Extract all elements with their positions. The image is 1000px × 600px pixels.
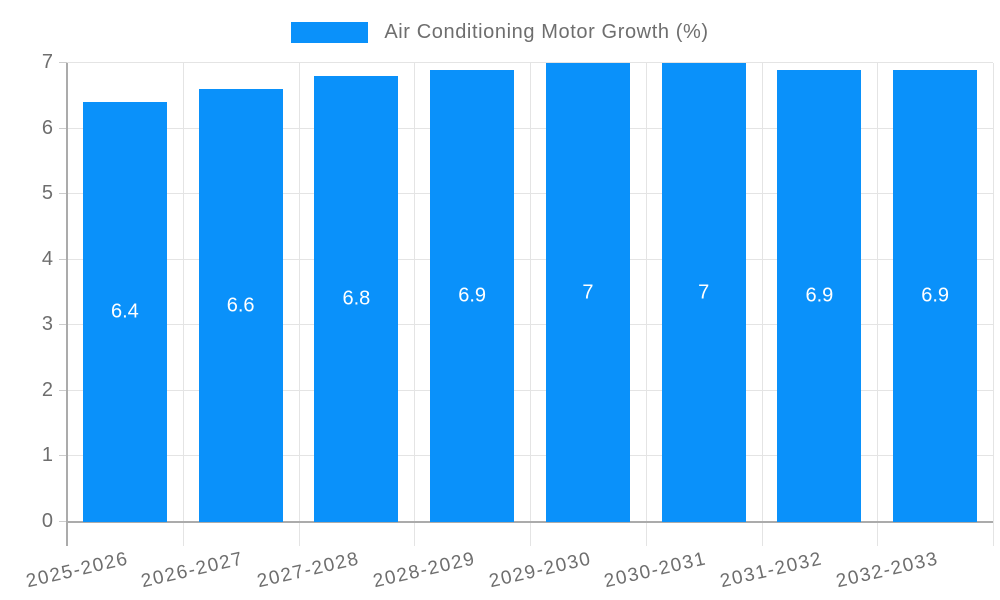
y-axis-line <box>66 63 68 546</box>
y-axis-tick <box>59 258 67 260</box>
bar-2026-2027[interactable] <box>198 89 283 522</box>
y-axis-label: 2 <box>41 378 53 401</box>
y-axis-label: 4 <box>41 247 53 270</box>
bar-2030-2031[interactable] <box>661 63 746 522</box>
bar-2027-2028[interactable] <box>314 76 399 522</box>
x-axis-label: 2031-2032 <box>718 548 825 593</box>
y-axis-label: 6 <box>41 116 53 139</box>
bar-value-label: 6.4 <box>110 300 139 323</box>
y-axis-tick <box>59 521 67 522</box>
y-axis-tick <box>59 127 67 129</box>
x-axis-label: 2027-2028 <box>255 548 362 593</box>
x-axis-label: 2030-2031 <box>602 548 709 593</box>
x-axis-label: 2025-2026 <box>23 548 131 593</box>
gridline-horizontal <box>67 62 993 63</box>
bar-value-label: 6.9 <box>805 284 834 307</box>
bar-2028-2029[interactable] <box>430 69 515 522</box>
bar-value-label: 7 <box>582 281 594 303</box>
gridline-vertical <box>530 63 531 546</box>
bar-2025-2026[interactable] <box>82 102 167 522</box>
gridline-vertical <box>761 63 763 546</box>
y-axis-tick <box>59 193 67 195</box>
x-axis-line <box>67 521 993 523</box>
bar-value-label: 6.9 <box>458 284 487 307</box>
legend-label: Air Conditioning Motor Growth (%) <box>384 20 709 43</box>
y-axis-label: 3 <box>41 313 53 336</box>
bar-2032-2033[interactable] <box>893 69 978 522</box>
gridline-vertical <box>645 63 647 546</box>
gridline-vertical <box>414 63 416 546</box>
gridline-vertical <box>182 63 184 546</box>
chart-legend: Air Conditioning Motor Growth (%) <box>0 20 1000 44</box>
y-axis-tick <box>59 455 67 457</box>
legend-swatch <box>291 21 369 43</box>
legend-item[interactable]: Air Conditioning Motor Growth (%) <box>291 21 708 44</box>
bar-2031-2032[interactable] <box>777 69 862 522</box>
bar-value-label: 6.9 <box>921 284 950 307</box>
y-axis-tick <box>59 389 67 391</box>
y-axis-label: 0 <box>41 510 53 533</box>
bar-value-label: 6.6 <box>226 294 255 317</box>
bar-value-label: 7 <box>698 281 710 303</box>
gridline-vertical <box>298 63 300 546</box>
x-axis-label: 2029-2030 <box>486 548 594 593</box>
y-axis-tick <box>59 62 67 63</box>
x-axis-label: 2032-2033 <box>833 548 941 593</box>
y-axis-tick <box>59 324 67 326</box>
gridline-vertical <box>993 63 994 546</box>
y-axis-label: 5 <box>41 182 53 205</box>
y-axis-label: 7 <box>41 51 53 74</box>
gridline-vertical <box>877 63 879 546</box>
y-axis-label: 1 <box>41 444 53 467</box>
x-axis-label: 2026-2027 <box>139 548 246 593</box>
bar-2029-2030[interactable] <box>545 63 630 522</box>
x-axis-label: 2028-2029 <box>370 548 478 593</box>
bar-value-label: 6.8 <box>342 287 371 310</box>
